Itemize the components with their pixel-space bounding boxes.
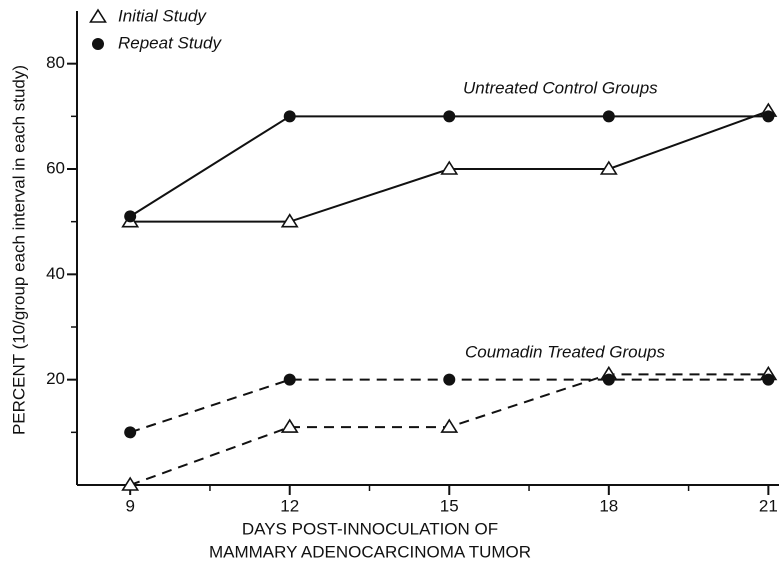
point [602,110,615,123]
point [599,160,618,175]
point [762,110,775,123]
x-tick-label: 15 [440,496,459,515]
x-axis-label: DAYS POST-INNOCULATION OF [242,519,498,538]
point [602,373,615,386]
group-label: Coumadin Treated Groups [465,342,666,361]
legend-label: Initial Study [118,6,207,25]
x-tick-label: 9 [125,496,134,515]
legend-label: Repeat Study [118,33,223,52]
y-tick-label: 40 [46,264,65,283]
point [440,418,459,433]
point [124,210,137,223]
point [124,426,137,439]
point [283,110,296,123]
y-axis-label: PERCENT (10/group each interval in each … [9,65,28,435]
y-tick-label: 20 [46,369,65,388]
point [443,373,456,386]
point [762,373,775,386]
point [283,373,296,386]
point [121,476,140,491]
x-tick-label: 21 [759,496,778,515]
x-tick-label: 12 [280,496,299,515]
y-tick-label: 60 [46,158,65,177]
legend-marker [92,38,104,50]
point [280,418,299,433]
legend-marker [89,8,107,23]
x-axis-label: MAMMARY ADENOCARCINOMA TUMOR [209,542,531,561]
y-tick-label: 80 [46,53,65,72]
x-tick-label: 18 [599,496,618,515]
point [440,160,459,175]
point [443,110,456,123]
point [280,213,299,228]
group-label: Untreated Control Groups [463,78,658,97]
